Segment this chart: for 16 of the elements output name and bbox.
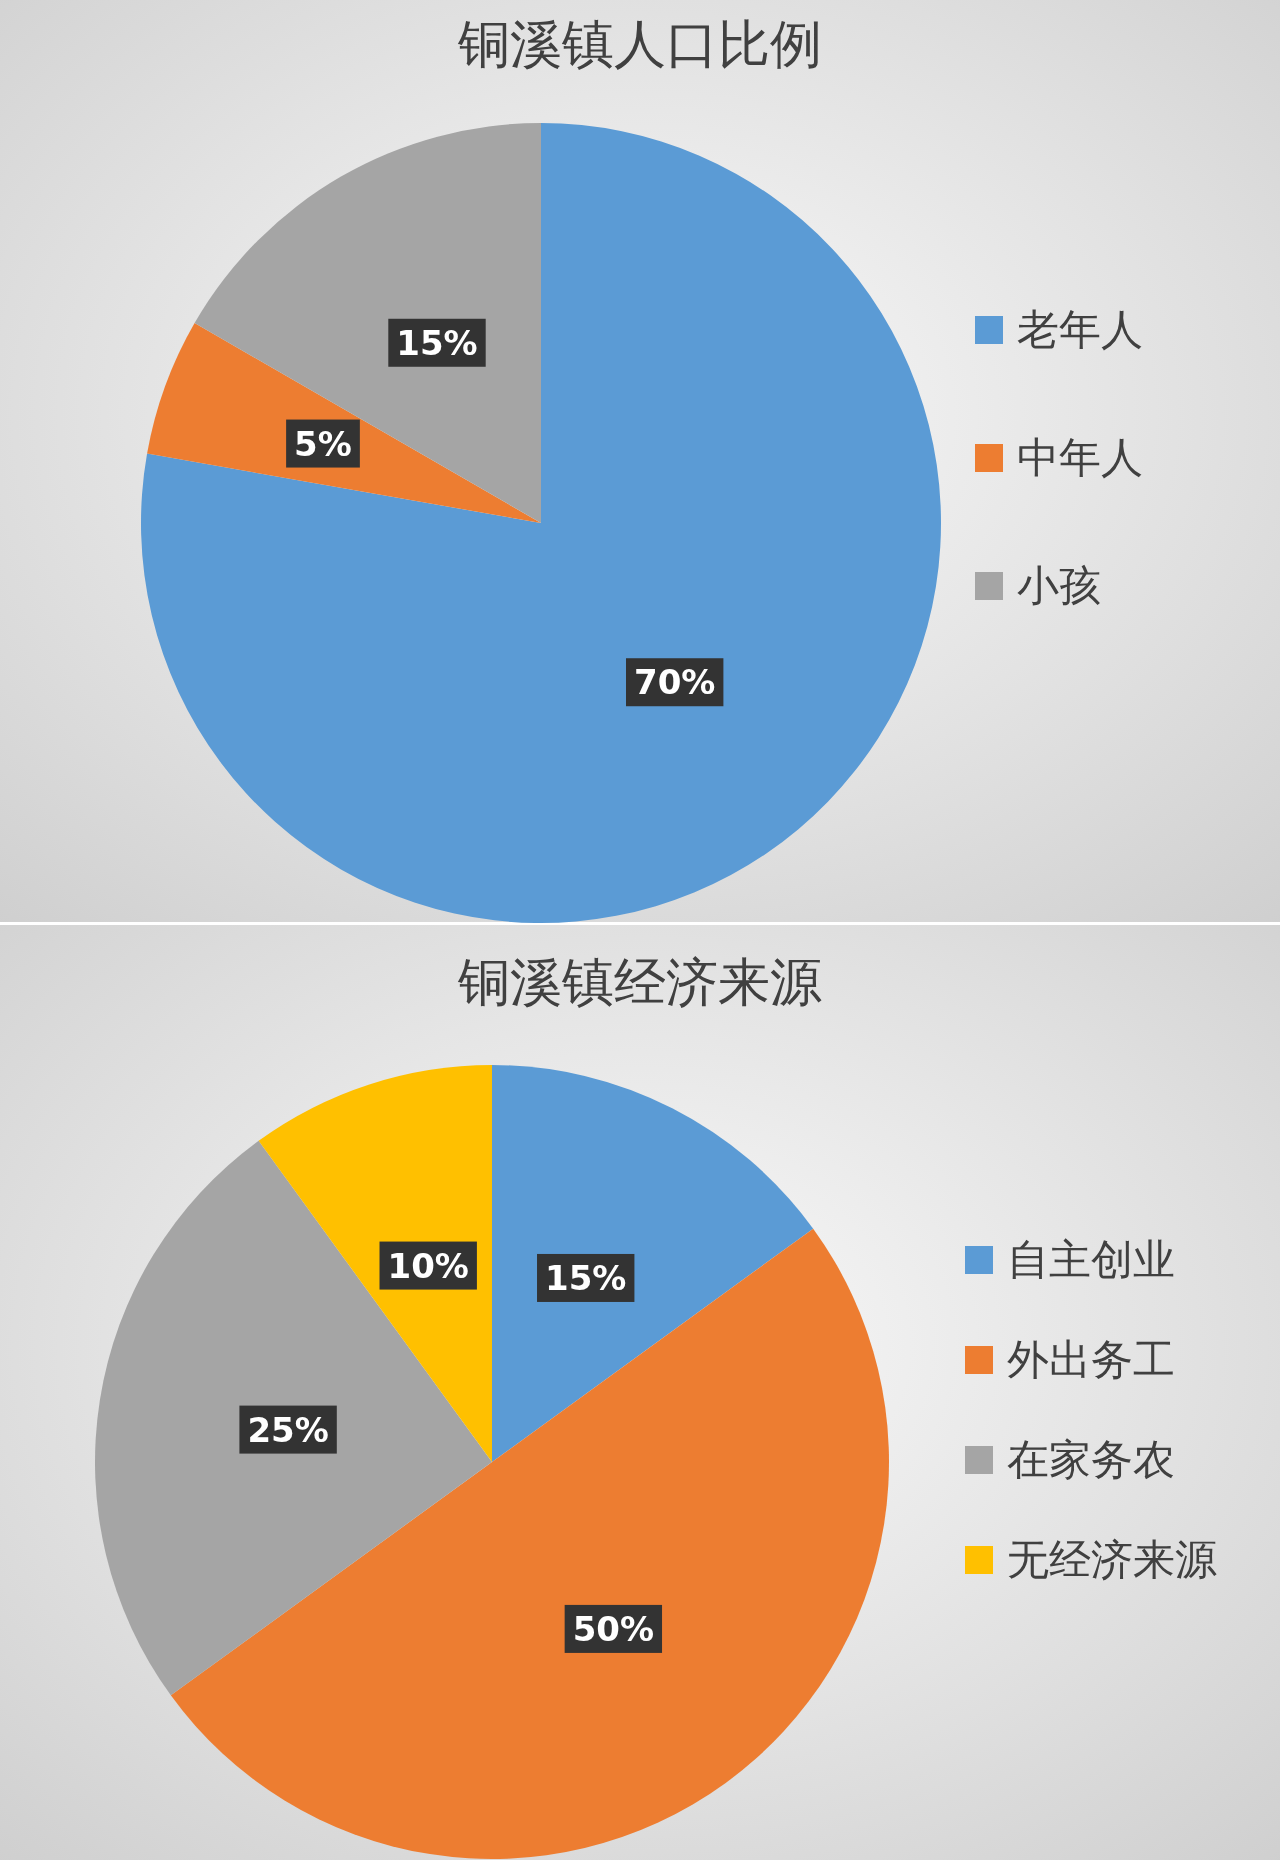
legend-label: 中年人 — [1017, 433, 1143, 482]
data-label: 50% — [572, 1608, 655, 1649]
data-label: 15% — [396, 322, 478, 363]
legend-label: 无经济来源 — [1007, 1535, 1217, 1584]
legend-label: 自主创业 — [1007, 1235, 1175, 1284]
chart-title: 铜溪镇经济来源 — [457, 952, 822, 1012]
legend-label: 外出务工 — [1007, 1335, 1175, 1384]
data-label: 10% — [387, 1245, 469, 1286]
chart-title: 铜溪镇人口比例 — [457, 14, 822, 74]
legend-label: 在家务农 — [1007, 1435, 1175, 1484]
data-label: 15% — [545, 1257, 627, 1298]
data-label: 70% — [634, 662, 716, 703]
data-label: 25% — [247, 1409, 329, 1450]
data-label: 5% — [294, 423, 352, 464]
legend-label: 老年人 — [1017, 305, 1143, 354]
legend-label: 小孩 — [1017, 561, 1101, 610]
